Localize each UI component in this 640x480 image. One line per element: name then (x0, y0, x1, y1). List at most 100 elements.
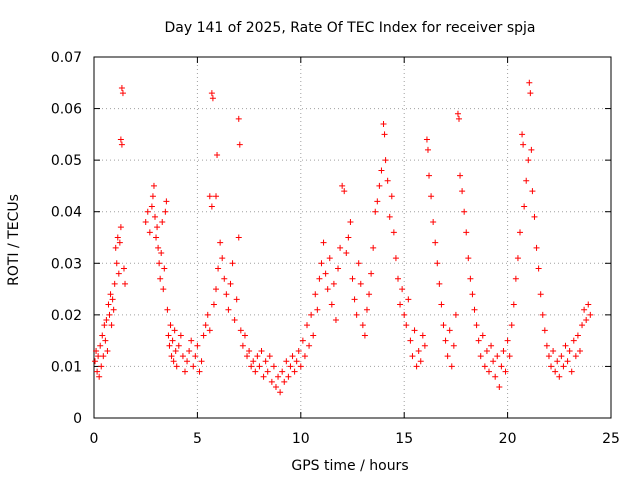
data-point (380, 121, 387, 128)
data-point (194, 342, 201, 349)
data-point (213, 286, 220, 293)
data-point (411, 327, 418, 334)
data-point (347, 219, 354, 226)
data-point (581, 306, 588, 313)
data-point (324, 286, 331, 293)
data-point (415, 347, 422, 354)
data-point (272, 384, 279, 391)
data-point (490, 358, 497, 365)
data-point (217, 239, 224, 246)
data-point (506, 353, 513, 360)
data-point (160, 286, 167, 293)
data-point (363, 306, 370, 313)
x-tick-label: 5 (193, 431, 202, 447)
data-point (105, 301, 112, 308)
data-point (570, 337, 577, 344)
data-point (508, 322, 515, 329)
y-tick-label: 0.04 (51, 205, 82, 221)
data-point (535, 265, 542, 272)
data-point (184, 358, 191, 365)
data-point (103, 317, 110, 324)
data-point (310, 332, 317, 339)
data-point (283, 358, 290, 365)
data-point (107, 291, 114, 298)
data-point (421, 342, 428, 349)
data-point (539, 311, 546, 318)
data-point (457, 172, 464, 179)
data-point (214, 151, 221, 158)
data-point (510, 301, 517, 308)
data-point (556, 373, 563, 380)
data-point (469, 291, 476, 298)
data-point (100, 353, 107, 360)
data-point (186, 347, 193, 354)
data-point (169, 337, 176, 344)
data-point (117, 136, 124, 143)
data-point (114, 234, 121, 241)
data-point (156, 260, 163, 267)
data-point (576, 347, 583, 354)
data-point (381, 131, 388, 138)
data-point (208, 90, 215, 97)
data-point (119, 90, 126, 97)
data-point (454, 110, 461, 117)
x-tick-label: 20 (499, 431, 517, 447)
data-point (291, 368, 298, 375)
data-point (118, 84, 125, 91)
data-point (512, 275, 519, 282)
data-point (172, 347, 179, 354)
data-point (244, 353, 251, 360)
data-point (332, 317, 339, 324)
data-point (167, 322, 174, 329)
data-point (115, 270, 122, 277)
data-point (353, 311, 360, 318)
data-point (264, 368, 271, 375)
data-point (541, 327, 548, 334)
data-point (523, 177, 530, 184)
x-tick-label: 0 (90, 431, 99, 447)
data-point (481, 363, 488, 370)
data-point (554, 358, 561, 365)
data-point (550, 347, 557, 354)
data-point (409, 353, 416, 360)
data-point (235, 234, 242, 241)
data-point (158, 249, 165, 256)
data-point (585, 301, 592, 308)
data-point (161, 265, 168, 272)
data-point (270, 363, 277, 370)
data-point (312, 291, 319, 298)
data-point (279, 368, 286, 375)
x-axis-label: GPS time / hours (291, 458, 408, 474)
data-point (179, 353, 186, 360)
data-point (287, 363, 294, 370)
data-point (428, 193, 435, 200)
data-point (236, 141, 243, 148)
data-point (459, 188, 466, 195)
data-point (390, 229, 397, 236)
data-point (192, 353, 199, 360)
data-point (492, 373, 499, 380)
data-point (339, 182, 346, 189)
data-point (206, 327, 213, 334)
data-point (378, 167, 385, 174)
data-point (461, 208, 468, 215)
data-point (496, 384, 503, 391)
data-point (463, 229, 470, 236)
chart-title: Day 141 of 2025, Rate Of TEC Index for r… (164, 20, 535, 36)
data-point (210, 301, 217, 308)
data-point (526, 79, 533, 86)
grid-lines (94, 57, 611, 418)
data-point (215, 265, 222, 272)
data-point (450, 342, 457, 349)
y-tick-label: 0.02 (51, 308, 82, 324)
data-point (246, 347, 253, 354)
data-point (528, 146, 535, 153)
y-tick-label: 0.05 (51, 153, 82, 169)
data-point (374, 198, 381, 205)
data-point (104, 347, 111, 354)
data-point (109, 296, 116, 303)
data-point (93, 347, 100, 354)
data-point (514, 255, 521, 262)
data-point (117, 224, 124, 231)
data-point (483, 347, 490, 354)
